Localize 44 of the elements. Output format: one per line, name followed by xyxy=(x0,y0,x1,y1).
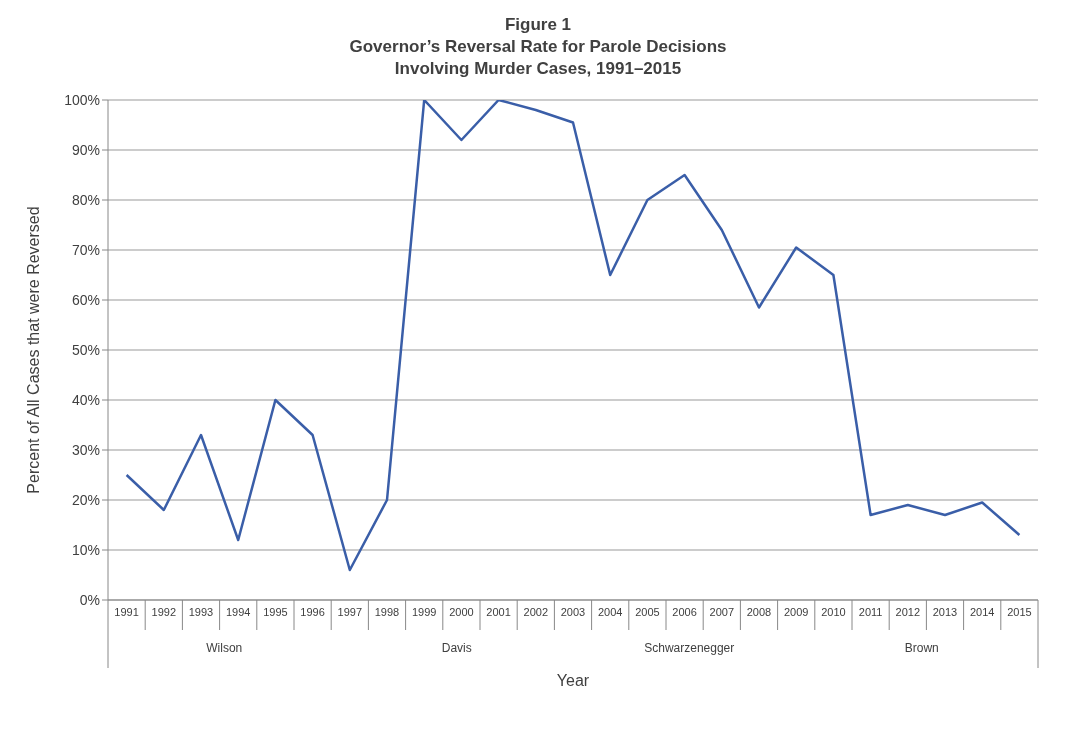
y-axis-title: Percent of All Cases that were Reversed xyxy=(24,206,42,494)
x-tick-label: 1994 xyxy=(225,605,251,618)
x-tick-label: 2007 xyxy=(709,605,735,618)
x-tick-label: 1997 xyxy=(337,605,363,618)
x-tick-label: 1993 xyxy=(188,605,214,618)
y-tick-label: 90% xyxy=(71,141,100,158)
x-tick-label: 2004 xyxy=(597,605,623,618)
y-tick-label: 20% xyxy=(71,491,100,508)
x-tick-label: 2003 xyxy=(560,605,586,618)
x-tick-label: 1992 xyxy=(151,605,177,618)
text: Davis xyxy=(441,641,472,655)
x-tick-label: 1998 xyxy=(374,605,400,618)
y-tick-label: 40% xyxy=(71,391,100,408)
text: Wilson xyxy=(206,641,243,655)
y-tick-label: 100% xyxy=(64,91,100,108)
x-tick-label: 1995 xyxy=(263,605,288,618)
x-tick-label: 2001 xyxy=(486,605,511,618)
x-tick-label: 2011 xyxy=(858,605,883,618)
x-tick-label: 2010 xyxy=(821,605,846,618)
y-tick-label: 60% xyxy=(71,291,100,308)
y-tick-label: 80% xyxy=(71,191,100,208)
x-tick-label: 2002 xyxy=(523,605,549,618)
x-axis-title: Year xyxy=(556,672,590,689)
y-tick-label: 30% xyxy=(71,441,100,458)
x-tick-label: 2014 xyxy=(969,605,995,618)
x-tick-label: 2006 xyxy=(672,605,697,618)
line-series xyxy=(125,100,1021,572)
x-tick-label: 2009 xyxy=(783,605,809,618)
x-tick-label: 2013 xyxy=(932,605,958,618)
x-tick-label: 2008 xyxy=(746,605,772,618)
x-tick-label: 1999 xyxy=(411,605,437,618)
x-tick-label: 1996 xyxy=(300,605,325,618)
y-tick-label: 10% xyxy=(71,541,100,558)
x-tick-label: 2000 xyxy=(449,605,474,618)
text: Brown xyxy=(904,641,939,655)
text: Schwarzenegger xyxy=(644,641,735,655)
y-tick-label: 50% xyxy=(71,341,100,358)
chart-title: Figure 1 Governor’s Reversal Rate for Parole Decisions Involving Murder Cases, 1991–2015 xyxy=(348,14,728,80)
x-tick-label: 2015 xyxy=(1007,605,1032,618)
x-tick-label: 2012 xyxy=(895,605,921,618)
y-tick-label: 70% xyxy=(71,241,100,258)
y-tick-label: 0% xyxy=(79,591,100,608)
x-tick-label: 2005 xyxy=(635,605,660,618)
x-tick-label: 1991 xyxy=(114,605,139,618)
